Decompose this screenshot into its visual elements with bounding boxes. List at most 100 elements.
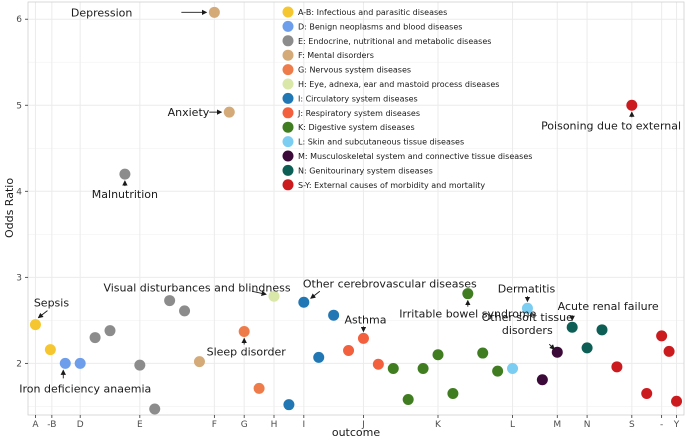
point-S — [663, 345, 675, 357]
legend-label: H: Eye, adnexa, ear and mastoid process … — [298, 80, 499, 89]
point-E — [119, 168, 131, 180]
point-A — [44, 344, 56, 356]
point-E — [149, 403, 161, 415]
annotation-label: Visual disturbances and blindness — [103, 281, 290, 294]
annotation-label: Sleep disorder — [207, 346, 287, 359]
point-J — [372, 358, 384, 370]
y-axis-title: Odds Ratio — [3, 178, 16, 238]
legend-key-E — [282, 35, 294, 47]
x-tick-label: M — [553, 420, 561, 430]
legend-key-M — [282, 150, 294, 162]
annotation-label: Acute renal failure — [558, 300, 659, 313]
point-K — [447, 387, 459, 399]
legend-label: D: Benign neoplasms and blood diseases — [298, 22, 462, 31]
x-tick-label: I — [302, 420, 305, 430]
annotation-arrow — [37, 310, 48, 319]
legend-label: J: Respiratory system diseases — [297, 109, 420, 118]
point-S — [641, 387, 653, 399]
point-E — [104, 325, 116, 337]
y-tick-label: 2 — [16, 359, 22, 369]
point-J — [357, 332, 369, 344]
data-points — [29, 6, 683, 415]
annotation-arrow — [251, 290, 267, 296]
gridlines — [28, 2, 684, 415]
legend: A-B: Infectious and parasitic diseases D:… — [282, 6, 532, 191]
point-K — [462, 288, 474, 300]
legend-key-I — [282, 92, 294, 104]
annotation-label: Irritable bowel syndrome — [399, 308, 536, 321]
x-tick-label: L — [510, 420, 515, 430]
x-axis-title: outcome — [332, 426, 381, 439]
x-tick-label: A — [32, 420, 39, 430]
y-tick-label: 6 — [16, 15, 22, 25]
annotations: Depression Anxiety Malnutrition Sepsis Iron … — [19, 6, 685, 395]
legend-key-H — [282, 78, 294, 90]
x-tick-label: -B — [47, 420, 56, 430]
annotation-label: Malnutrition — [92, 188, 158, 201]
annotation-label: Depression — [71, 6, 133, 19]
y-axis-ticks: 2 3 4 5 6 — [16, 15, 28, 369]
point-S — [656, 330, 668, 342]
point-M — [536, 374, 548, 386]
annotation-label: Poisoning due to external causes — [541, 119, 685, 132]
point-H — [268, 290, 280, 302]
point-F — [208, 6, 220, 18]
point-K — [477, 347, 489, 359]
x-tick-label: N — [584, 420, 591, 430]
x-tick-label: F — [212, 420, 217, 430]
y-tick-label: 5 — [16, 101, 22, 111]
point-D — [59, 357, 71, 369]
point-E — [89, 332, 101, 344]
x-tick-label: D — [77, 420, 84, 430]
legend-key-G — [282, 64, 294, 76]
point-S — [671, 395, 683, 407]
x-axis-ticks: A -B D E F G H I J K L M N S - Y — [32, 415, 680, 430]
annotation-label: Asthma — [344, 313, 386, 326]
legend-key-N — [282, 164, 294, 176]
point-G — [253, 382, 265, 394]
point-I — [328, 309, 340, 321]
x-tick-label: - — [660, 420, 663, 430]
legend-label: I: Circulatory system diseases — [298, 94, 418, 103]
point-N — [596, 324, 608, 336]
x-tick-label: G — [241, 420, 248, 430]
annotation-arrow — [310, 290, 321, 299]
legend-key-J — [282, 107, 294, 119]
x-tick-label: K — [435, 420, 442, 430]
x-tick-label: Y — [673, 420, 680, 430]
legend-label: E: Endocrine, nutritional and metabolic … — [298, 37, 491, 46]
point-A — [29, 319, 41, 331]
legend-key-F — [282, 49, 294, 61]
legend-label: M: Musculoskeletal system and connective… — [298, 152, 532, 161]
point-N — [566, 321, 578, 333]
point-D — [74, 357, 86, 369]
legend-label: S-Y: External causes of morbidity and mo… — [298, 181, 485, 190]
x-tick-label: S — [629, 420, 635, 430]
annotation-label: Sepsis — [34, 297, 70, 310]
point-E — [134, 359, 146, 371]
annotation-arrow — [548, 343, 555, 350]
point-S — [626, 99, 638, 111]
point-S — [611, 361, 623, 373]
legend-key-A — [282, 6, 294, 18]
legend-label: N: Genitourinary system diseases — [298, 166, 433, 175]
point-L — [521, 302, 533, 314]
point-F — [193, 356, 205, 368]
x-tick-label: E — [137, 420, 143, 430]
point-G — [238, 326, 250, 338]
point-K — [492, 365, 504, 377]
y-tick-label: 3 — [16, 273, 22, 283]
point-F — [223, 106, 235, 118]
annotation-label: Other soft tissue disorders — [482, 311, 573, 337]
annotation-label: Iron deficiency anaemia — [19, 382, 151, 395]
legend-label: A-B: Infectious and parasitic diseases — [298, 8, 447, 17]
legend-label: G: Nervous system diseases — [298, 66, 411, 75]
point-N — [581, 342, 593, 354]
x-tick-label: H — [271, 420, 278, 430]
legend-key-D — [282, 20, 294, 32]
annotation-label: Other cerebrovascular diseases — [303, 277, 477, 290]
point-K — [402, 394, 414, 406]
point-J — [343, 344, 355, 356]
